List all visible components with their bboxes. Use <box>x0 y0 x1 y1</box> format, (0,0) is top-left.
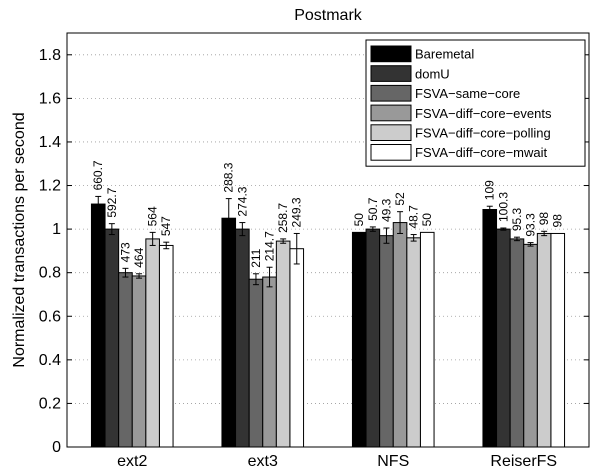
data-label: 473 <box>118 242 132 262</box>
y-tick-label: 1.6 <box>39 90 61 107</box>
error-bars <box>95 195 548 288</box>
data-label: 288.3 <box>222 162 236 192</box>
y-tick-label: 1 <box>52 221 61 238</box>
bar-ext2-series-2 <box>118 272 133 448</box>
data-label: 274.3 <box>235 186 249 216</box>
data-label: 50.7 <box>366 197 380 221</box>
data-label: 109 <box>483 180 497 200</box>
bar-ext3-series-1 <box>235 228 250 448</box>
data-label: 258.7 <box>276 203 290 233</box>
data-label: 211 <box>249 248 263 267</box>
y-tick-label: 0.4 <box>39 352 61 369</box>
bars <box>90 203 566 448</box>
data-label: 48.7 <box>407 205 421 229</box>
data-label: 100.3 <box>496 192 510 222</box>
y-axis: 0 0.2 0.4 0.6 0.8 1 1.2 1.4 1.6 1.8 <box>39 47 589 456</box>
x-tick-label: ReiserFS <box>490 453 557 470</box>
y-tick-label: 0.6 <box>39 308 61 325</box>
data-label: 564 <box>146 206 160 226</box>
bar-ext3-series-4 <box>275 240 291 448</box>
bar-ext3-series-0 <box>221 217 237 448</box>
bar-nfs-series-2 <box>379 235 394 448</box>
bar-reiserfs-series-3 <box>523 243 538 448</box>
x-tick-label: ext3 <box>248 453 278 470</box>
y-tick-label: 1.8 <box>39 47 61 64</box>
bar-ext2-series-5 <box>158 244 174 448</box>
data-label: 464 <box>132 247 146 267</box>
bar-ext2-series-4 <box>145 238 160 448</box>
y-axis-label: Normalized transactions per second <box>11 112 28 367</box>
bar-ext3-series-5 <box>289 248 305 448</box>
legend-swatch <box>370 104 412 122</box>
legend-swatch <box>370 65 412 82</box>
legend-entry: FSVA−same−core <box>415 86 520 101</box>
data-label: 98 <box>537 212 551 226</box>
legend: Baremetal domU FSVA−same−core FSVA−diff−cor… <box>365 39 586 167</box>
data-label: 95.3 <box>510 207 524 231</box>
data-label: 50 <box>352 213 366 227</box>
bar-ext3-series-3 <box>262 276 277 448</box>
x-axis: ext2 ext3 NFS ReiserFS <box>117 453 557 470</box>
y-tick-label: 1.4 <box>39 134 61 151</box>
data-label: 547 <box>159 216 173 236</box>
bar-ext2-series-3 <box>131 275 147 448</box>
y-tick-label: 0.2 <box>39 395 61 412</box>
legend-swatch <box>370 84 412 102</box>
data-label: 52 <box>393 192 407 206</box>
x-tick-label: ext2 <box>117 453 147 470</box>
bar-nfs-series-5 <box>419 231 435 448</box>
bar-reiserfs-series-4 <box>536 232 552 448</box>
legend-entry: domU <box>415 66 450 81</box>
data-label: 214.7 <box>263 231 277 261</box>
bar-reiserfs-series-0 <box>482 208 498 448</box>
bar-nfs-series-0 <box>351 231 367 448</box>
bar-reiserfs-series-1 <box>496 228 511 448</box>
data-label: 50 <box>420 213 434 227</box>
bar-nfs-series-1 <box>365 228 381 448</box>
y-tick-label: 0.8 <box>39 265 61 282</box>
gridlines <box>67 54 589 404</box>
bar-ext2-series-1 <box>104 228 120 448</box>
legend-swatch <box>370 45 412 63</box>
bar-reiserfs-series-2 <box>509 238 525 448</box>
x-tick-label: NFS <box>377 453 409 470</box>
legend-entry: FSVA−diff−core−events <box>415 106 552 121</box>
legend-entry: FSVA−diff−core−mwait <box>415 145 547 160</box>
bar-ext2-series-0 <box>90 203 106 448</box>
data-label: 49.3 <box>379 198 393 222</box>
bar-nfs-series-4 <box>406 237 421 448</box>
bar-ext3-series-2 <box>248 278 264 448</box>
legend-entry: FSVA−diff−core−polling <box>415 126 551 141</box>
legend-swatch <box>370 124 412 142</box>
bar-reiserfs-series-5 <box>550 232 566 448</box>
data-label: 93.3 <box>524 213 538 237</box>
y-tick-label: 1.2 <box>39 178 61 195</box>
y-tick-label: 0 <box>52 439 61 456</box>
plot-frame <box>66 32 590 448</box>
legend-swatch <box>370 144 412 161</box>
legend-entry: Baremetal <box>415 47 474 62</box>
bar-nfs-series-3 <box>392 222 408 448</box>
data-label: 249.3 <box>290 197 304 227</box>
data-label: 592.7 <box>105 187 119 217</box>
chart-title: Postmark <box>294 7 363 24</box>
data-label: 660.7 <box>91 160 105 190</box>
data-label: 98 <box>551 214 565 228</box>
